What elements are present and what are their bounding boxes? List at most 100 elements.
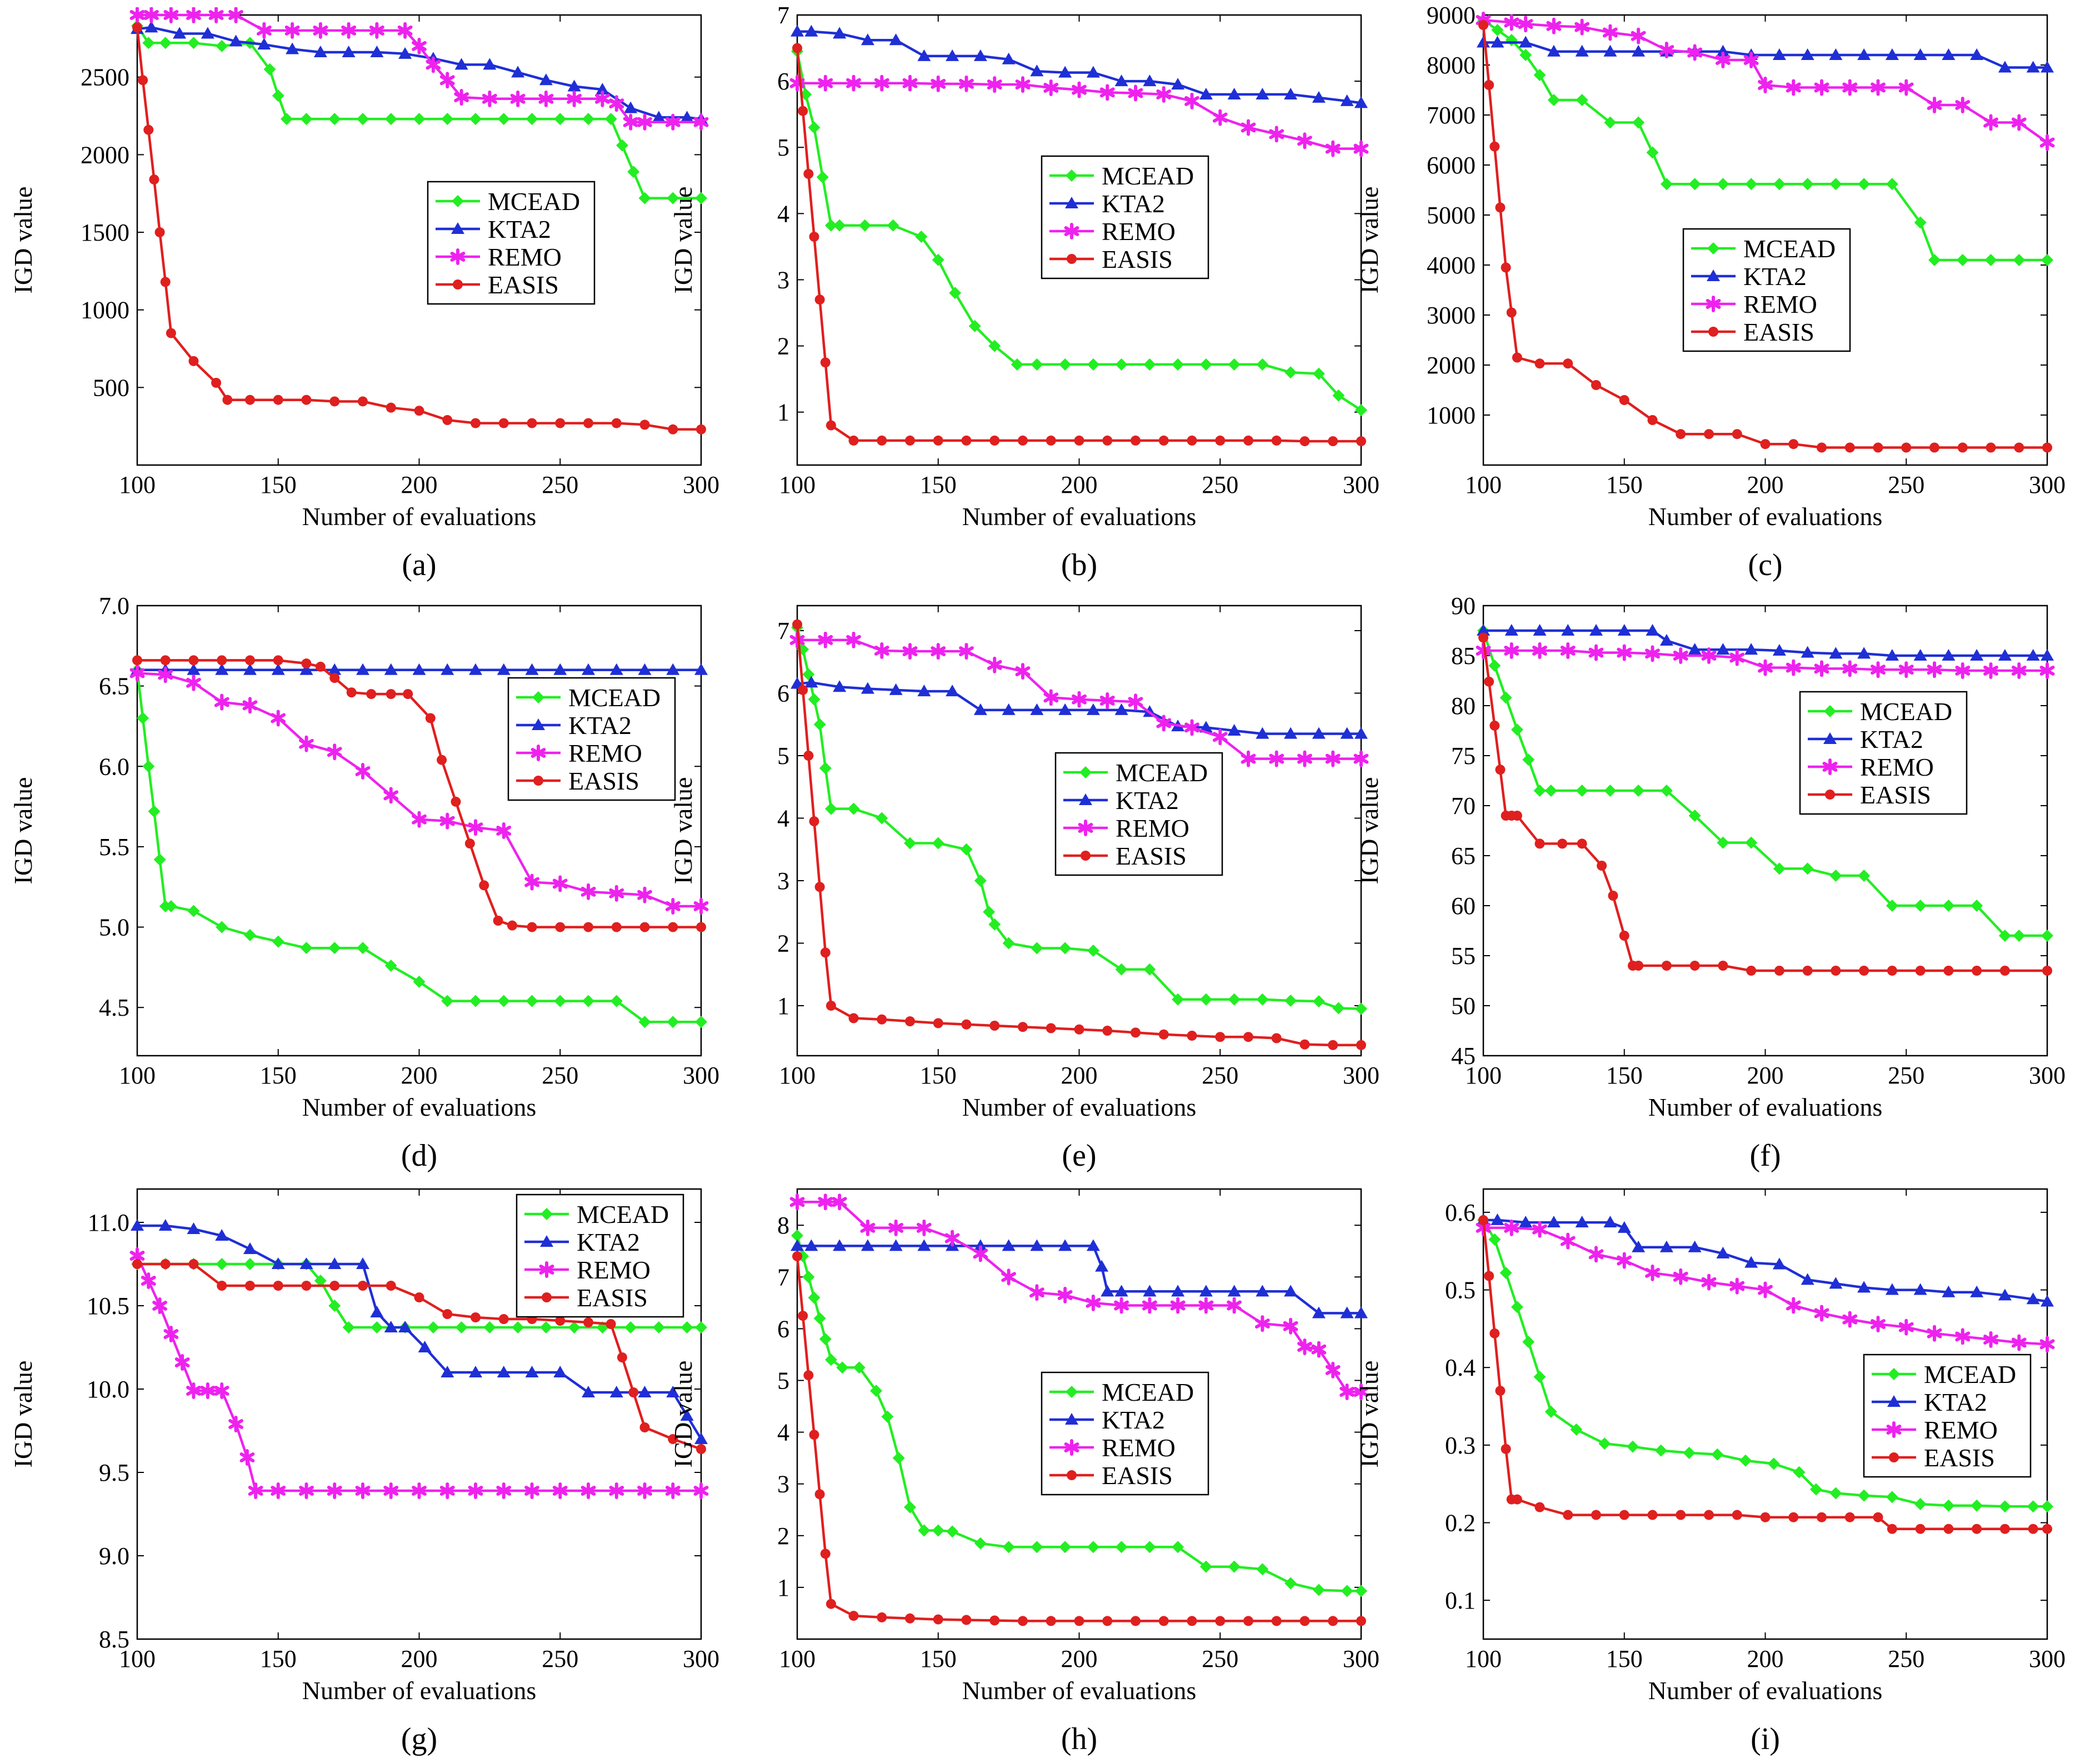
data-point-mcead xyxy=(1087,358,1099,371)
data-point-remo xyxy=(1099,84,1115,101)
x-tick-label: 300 xyxy=(1343,471,1379,498)
data-point-mcead xyxy=(604,113,617,126)
data-point-easis xyxy=(1986,442,1996,453)
data-point-mcead xyxy=(638,192,651,204)
data-point-remo xyxy=(1297,1338,1312,1355)
data-point-kta2 xyxy=(946,49,959,61)
data-point-kta2 xyxy=(1716,44,1730,57)
data-point-mcead xyxy=(1886,1491,1898,1504)
data-point-mcead xyxy=(1059,942,1072,955)
x-tick-label: 100 xyxy=(779,1645,816,1672)
legend-marker xyxy=(532,691,544,703)
data-point-kta2 xyxy=(1998,1288,2012,1301)
data-point-remo xyxy=(1142,1297,1157,1314)
data-point-kta2 xyxy=(917,685,931,697)
data-point-easis xyxy=(1972,966,1982,976)
data-point-easis xyxy=(555,922,566,932)
data-point-easis xyxy=(493,916,503,926)
data-point-kta2 xyxy=(680,111,694,123)
data-point-easis xyxy=(961,435,972,446)
data-point-easis xyxy=(1647,415,1658,425)
y-tick-label: 75 xyxy=(1451,742,1476,770)
data-point-kta2 xyxy=(257,38,271,50)
data-point-remo xyxy=(637,113,652,131)
data-point-kta2 xyxy=(1942,649,1956,661)
data-point-easis xyxy=(1489,141,1500,152)
data-point-remo xyxy=(228,7,244,23)
data-point-kta2 xyxy=(1772,1257,1786,1270)
x-tick-label: 150 xyxy=(920,1062,957,1089)
data-point-easis xyxy=(803,168,814,179)
data-point-easis xyxy=(273,1281,283,1291)
data-point-remo xyxy=(327,1482,342,1499)
data-point-mcead xyxy=(1256,1563,1269,1576)
data-point-mcead xyxy=(1533,69,1546,81)
data-point-kta2 xyxy=(1143,1285,1157,1297)
data-point-easis xyxy=(527,418,537,428)
data-point-kta2 xyxy=(1533,624,1547,636)
data-point-easis xyxy=(877,435,887,446)
y-tick-label: 6.0 xyxy=(99,753,129,780)
data-point-mcead xyxy=(915,231,928,243)
legend-label: MCEAD xyxy=(1743,234,1836,263)
data-point-mcead xyxy=(272,935,284,948)
data-point-mcead xyxy=(328,942,341,955)
data-point-kta2 xyxy=(1002,52,1016,64)
data-point-remo xyxy=(143,7,159,23)
data-point-easis xyxy=(358,396,368,407)
data-point-kta2 xyxy=(1659,634,1673,646)
data-point-kta2 xyxy=(1312,91,1326,103)
x-tick-label: 250 xyxy=(542,1062,578,1089)
data-point-easis xyxy=(814,1489,825,1500)
data-point-easis xyxy=(848,1611,859,1621)
data-point-mcead xyxy=(1998,1500,2011,1513)
data-point-remo xyxy=(228,1416,244,1432)
data-point-mcead xyxy=(870,1385,883,1397)
data-point-easis xyxy=(315,661,326,672)
data-point-easis xyxy=(1478,632,1488,643)
data-point-kta2 xyxy=(469,1366,482,1377)
plot-frame xyxy=(136,14,702,466)
data-point-mcead xyxy=(164,900,177,912)
data-point-mcead xyxy=(357,113,369,126)
data-point-remo xyxy=(1927,1325,1942,1342)
data-point-kta2 xyxy=(1829,1277,1843,1289)
legend-label: EASIS xyxy=(1860,781,1931,809)
data-point-easis xyxy=(498,418,509,428)
data-point-easis xyxy=(1489,721,1500,731)
data-point-kta2 xyxy=(2041,1295,2054,1307)
data-point-mcead xyxy=(808,693,821,706)
data-point-easis xyxy=(358,1281,368,1291)
data-point-remo xyxy=(902,643,918,660)
legend-label: EASIS xyxy=(1924,1444,1995,1472)
y-tick-label: 6000 xyxy=(1427,152,1476,179)
y-axis-title: IGD value xyxy=(9,187,37,294)
data-point-easis xyxy=(464,838,475,849)
data-point-kta2 xyxy=(889,33,903,46)
data-point-mcead xyxy=(1858,870,1871,882)
data-point-remo xyxy=(158,666,173,683)
data-point-easis xyxy=(1478,1215,1488,1225)
data-point-kta2 xyxy=(131,1219,144,1231)
x-tick-label: 300 xyxy=(1343,1062,1379,1089)
data-point-mcead xyxy=(1544,785,1557,797)
data-point-mcead xyxy=(610,995,623,1007)
data-point-remo xyxy=(284,22,300,39)
data-point-remo xyxy=(1128,693,1143,711)
x-tick-label: 200 xyxy=(401,471,438,498)
x-tick-label: 250 xyxy=(1202,471,1238,498)
data-point-remo xyxy=(1842,660,1858,677)
data-point-mcead xyxy=(1355,404,1367,417)
data-point-mcead xyxy=(960,843,973,856)
data-point-remo xyxy=(1673,1268,1688,1285)
data-point-kta2 xyxy=(1171,78,1185,90)
data-point-kta2 xyxy=(1603,44,1617,57)
data-point-easis xyxy=(1887,1524,1897,1534)
data-point-easis xyxy=(1732,429,1742,439)
data-point-remo xyxy=(1645,645,1660,662)
data-point-remo xyxy=(1955,662,1971,679)
data-point-mcead xyxy=(2041,930,2053,942)
data-point-easis xyxy=(1676,429,1686,439)
legend-label: MCEAD xyxy=(1102,162,1194,190)
series-line-easis xyxy=(136,27,701,431)
